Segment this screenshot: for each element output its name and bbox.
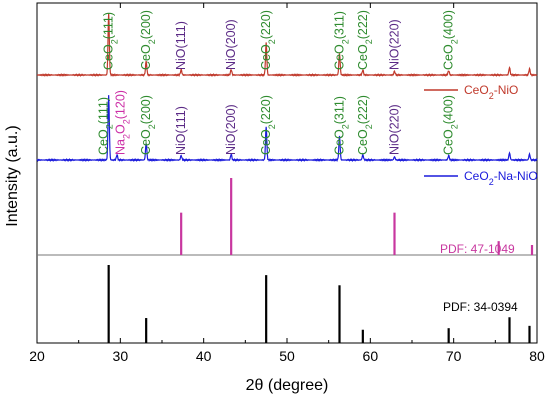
peak-label: CeO2(400) bbox=[442, 10, 460, 70]
peak-label: NiO(111) bbox=[174, 21, 188, 70]
peak-label: NiO(220) bbox=[388, 19, 402, 70]
peak-label: CeO2(311) bbox=[333, 96, 351, 155]
peak-label: CeO2(222) bbox=[356, 95, 374, 155]
reference-1: PDF: 47-1049 bbox=[180, 178, 534, 256]
peak-label: NiO(220) bbox=[388, 104, 402, 155]
y-axis-title: Intensity (a.u.) bbox=[4, 125, 21, 226]
reference-2: PDF: 34-0394 bbox=[107, 265, 531, 343]
x-tick-label: 30 bbox=[113, 348, 129, 364]
peak-label: NiO(111) bbox=[174, 106, 188, 155]
peak-label: CeO2(400) bbox=[442, 95, 460, 155]
x-tick-label: 40 bbox=[196, 348, 212, 364]
peak-labels: CeO2(111) CeO2(200) NiO(111) NiO(200) CeO2(2… bbox=[97, 10, 460, 155]
reference-label: PDF: 47-1049 bbox=[440, 242, 515, 256]
legend-label: CeO2-NiO bbox=[464, 83, 518, 101]
x-axis: 20 30 40 50 60 70 80 bbox=[29, 3, 545, 364]
axes: 20 30 40 50 60 70 80 bbox=[29, 3, 545, 364]
x-tick-label: 70 bbox=[446, 348, 462, 364]
reference-patterns: PDF: 47-1049 PDF: 34-0394 bbox=[107, 178, 534, 343]
peak-label: CeO2(200) bbox=[139, 95, 157, 155]
peak-labels-ceo2-na-nio: CeO2(111)Na2O2(120) CeO2(200) NiO(111) NiO(… bbox=[97, 90, 460, 155]
peak-labels-ceo2-nio: CeO2(111) CeO2(200) NiO(111) NiO(200) CeO2(2… bbox=[102, 10, 460, 70]
legend-entry: CeO2-NiO bbox=[424, 83, 518, 101]
peak-label: NiO(200) bbox=[224, 104, 238, 155]
reference-label: PDF: 34-0394 bbox=[443, 300, 518, 314]
series-line bbox=[36, 13, 538, 78]
xrd-series: CeO2-NiO CeO2-Na-NiO bbox=[36, 13, 538, 187]
x-tick-label: 80 bbox=[529, 348, 545, 364]
peak-label: Na2O2(120) bbox=[113, 90, 131, 155]
peak-label: NiO(200) bbox=[224, 19, 238, 70]
peak-label: CeO2(111) bbox=[97, 97, 115, 155]
series-1: CeO2-NiO bbox=[36, 13, 538, 101]
series-line bbox=[36, 95, 538, 163]
x-tick-label: 20 bbox=[29, 348, 45, 364]
peak-label: CeO2(200) bbox=[139, 10, 157, 70]
peak-label: CeO2(220) bbox=[259, 10, 277, 70]
peak-label: CeO2(111) bbox=[102, 12, 120, 70]
series-2: CeO2-Na-NiO bbox=[36, 95, 538, 187]
peak-label: CeO2(222) bbox=[356, 10, 374, 70]
x-tick-label: 50 bbox=[279, 348, 295, 364]
peak-label: CeO2(311) bbox=[333, 11, 351, 70]
x-tick-label: 60 bbox=[363, 348, 379, 364]
legend-label: CeO2-Na-NiO bbox=[464, 169, 538, 187]
peak-label: CeO2(220) bbox=[259, 95, 277, 155]
legend-entry: CeO2-Na-NiO bbox=[424, 169, 538, 187]
x-axis-title: 2θ (degree) bbox=[246, 377, 329, 394]
